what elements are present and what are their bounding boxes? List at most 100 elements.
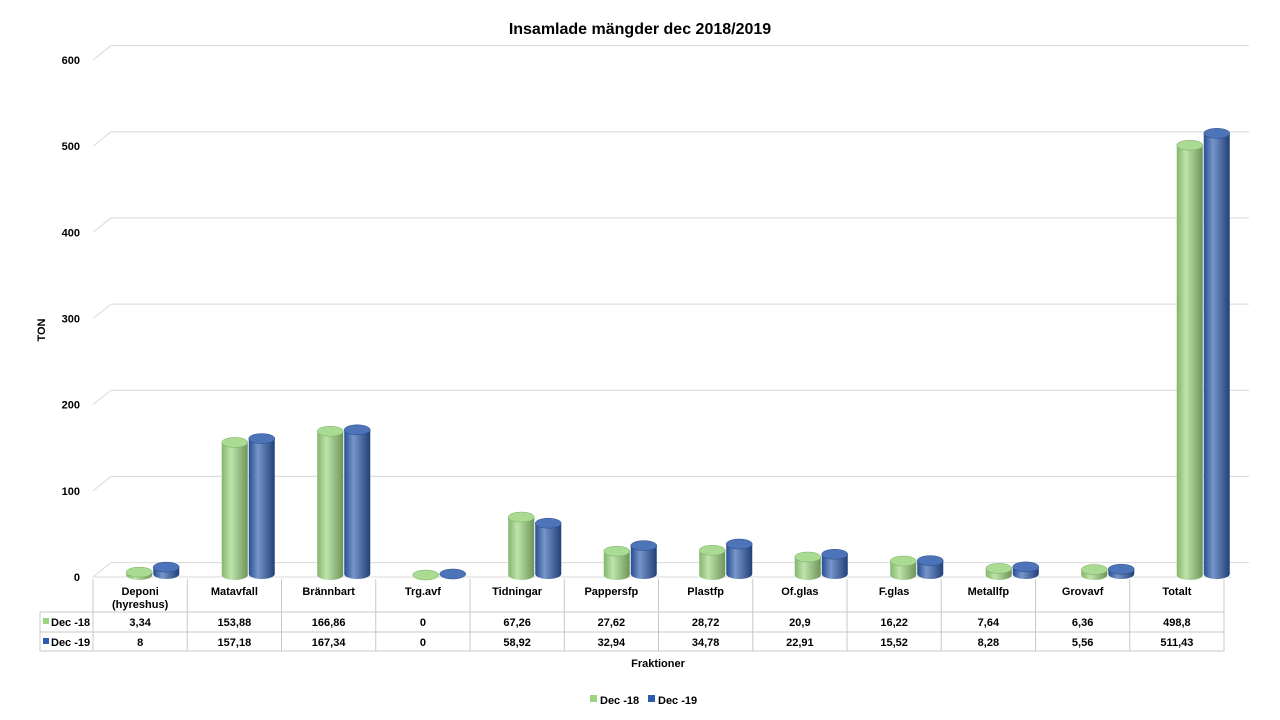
y-tick-label: 400: [62, 227, 80, 239]
bar-cap: [985, 563, 1012, 574]
bar: [153, 561, 180, 579]
bar-body: [726, 544, 753, 579]
data-label: 15,52: [880, 637, 908, 649]
bar-body: [508, 517, 535, 580]
data-label: 8: [137, 637, 143, 649]
gridline-depth: [92, 562, 112, 578]
data-label: 16,22: [880, 617, 908, 629]
bar: [726, 538, 753, 579]
bar-cap: [221, 437, 248, 448]
y-axis-ticks: 0 100 200 300 400 500 600: [62, 55, 80, 584]
data-label: 6,36: [1072, 617, 1093, 629]
category-label: Tidningar: [492, 586, 543, 598]
legend-label: Dec -19: [658, 695, 697, 707]
data-label: 0: [420, 617, 426, 629]
table-series-name: Dec -19: [51, 637, 90, 649]
x-axis-label: Fraktioner: [631, 658, 686, 670]
bar-body: [630, 545, 657, 579]
bar: [1176, 139, 1203, 580]
bar-cap: [439, 568, 466, 580]
bar: [1203, 128, 1230, 579]
bar: [535, 517, 562, 579]
data-label: 511,43: [1160, 637, 1193, 649]
bar: [439, 568, 466, 580]
data-label: 3,34: [129, 617, 151, 629]
bars: [126, 128, 1230, 581]
data-label: 32,94: [598, 637, 626, 649]
bar-cap: [126, 566, 153, 578]
bar-cap: [508, 511, 535, 523]
category-label: Metallfp: [968, 586, 1010, 598]
table-series-swatch: [43, 618, 49, 624]
table-series-swatch: [43, 638, 49, 644]
legend-label: Dec -18: [600, 695, 639, 707]
y-tick-label: 100: [62, 486, 80, 498]
y-tick-label: 0: [74, 572, 80, 584]
chart-title: Insamlade mängder dec 2018/2019: [509, 21, 771, 38]
bar-body: [535, 523, 562, 579]
bar-cap: [1081, 564, 1108, 575]
category-label: Grovavf: [1062, 586, 1104, 598]
bar-cap: [890, 555, 917, 567]
bar: [412, 569, 439, 581]
y-axis-label: TON: [36, 318, 48, 341]
data-label: 5,56: [1072, 637, 1093, 649]
gridline-depth: [92, 217, 112, 233]
bar-cap: [699, 545, 726, 556]
y-tick-label: 300: [62, 314, 80, 326]
gridline-depth: [92, 303, 112, 319]
gridline-depth: [92, 45, 112, 61]
data-label: 167,34: [312, 637, 347, 649]
data-label: 20,9: [789, 617, 810, 629]
bar-cap: [603, 545, 630, 557]
y-tick-label: 600: [62, 55, 80, 67]
data-label: 34,78: [692, 637, 720, 649]
data-label: 498,8: [1163, 617, 1191, 629]
bar: [248, 433, 275, 579]
data-label: 58,92: [503, 637, 531, 649]
gridline-depth: [92, 476, 112, 492]
bar-body: [890, 561, 917, 580]
bar-cap: [917, 555, 944, 566]
data-label: 153,88: [218, 617, 252, 629]
bar: [126, 566, 153, 580]
data-label: 157,18: [218, 637, 252, 649]
category-label: Plastfp: [687, 586, 724, 598]
bar-body: [1203, 133, 1230, 579]
data-label: 7,64: [978, 617, 1000, 629]
bar-body: [248, 438, 275, 579]
bar: [630, 540, 657, 579]
bar-cap: [317, 425, 344, 437]
legend: Dec -18 Dec -19: [590, 695, 697, 707]
category-label: Matavfall: [211, 586, 258, 598]
bar: [985, 563, 1012, 580]
bar-cap: [1176, 139, 1203, 151]
data-label: 8,28: [978, 637, 999, 649]
table-series-name: Dec -18: [51, 617, 90, 629]
bar: [890, 555, 917, 580]
bar-cap: [153, 561, 180, 573]
bar-body: [699, 550, 726, 580]
gridline-depth: [92, 131, 112, 147]
y-tick-label: 500: [62, 141, 80, 153]
bar-body: [794, 556, 821, 580]
bar: [1012, 561, 1039, 579]
bar: [794, 551, 821, 580]
bar-body: [344, 429, 371, 579]
bar-cap: [630, 540, 657, 551]
bar: [821, 549, 848, 579]
bar-cap: [412, 569, 439, 581]
category-label: Deponi (hyreshus): [112, 586, 169, 611]
y-tick-label: 200: [62, 400, 80, 412]
bar: [699, 545, 726, 580]
category-label: F.glas: [879, 586, 910, 598]
data-label: 166,86: [312, 617, 346, 629]
bar-cap: [1108, 563, 1135, 575]
bar-cap: [1203, 128, 1230, 139]
category-label: Brännbart: [302, 586, 355, 598]
bar-body: [221, 442, 248, 580]
bar-cap: [1012, 561, 1039, 573]
bar-cap: [726, 538, 753, 550]
gridlines: [92, 45, 1249, 578]
